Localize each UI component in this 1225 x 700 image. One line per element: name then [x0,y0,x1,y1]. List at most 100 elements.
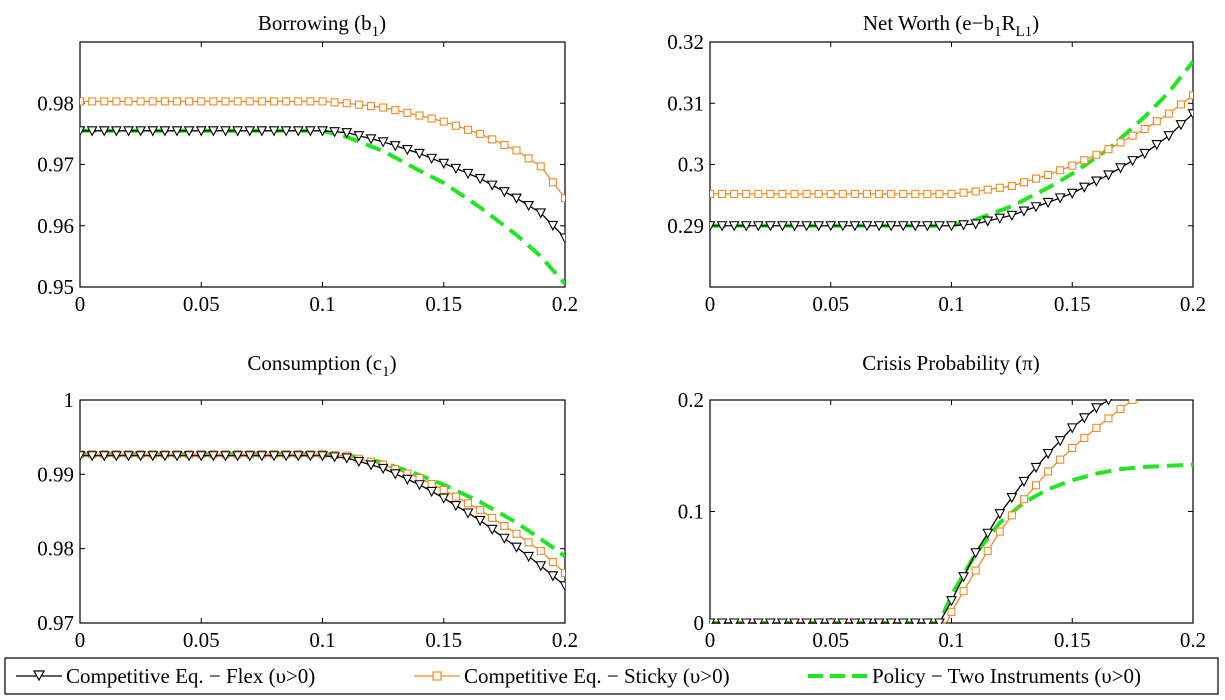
data-point-sticky [330,98,339,107]
data-point-sticky [983,185,992,194]
data-point-sticky [548,178,557,187]
data-point-sticky [1188,91,1193,100]
data-point-flex [317,126,328,137]
data-point-sticky [911,189,920,198]
data-point-flex [171,451,183,462]
data-point-flex [268,451,280,462]
data-point-sticky [1007,181,1016,190]
data-point-flex [897,618,909,624]
data-point-flex [1139,148,1151,160]
data-point-flex [958,572,969,583]
data-point-flex [511,542,522,553]
y-tick-label: 0.98 [37,91,74,115]
x-tick-label: 0.05 [183,628,220,652]
data-point-flex [825,618,837,624]
data-point-flex [764,221,776,232]
panel-net-worth: Net Worth (e−b1RL1) 0 0.05 0.1 0.15 0.2 0.29 0… [667,11,1206,316]
data-point-sticky [1031,481,1041,490]
data-point-sticky [802,189,811,198]
data-point-sticky [294,97,303,106]
data-point-sticky [197,97,206,106]
data-point-sticky [112,97,121,106]
y-tick-label: 0.1 [678,500,704,524]
data-point-sticky [524,538,533,547]
data-point-sticky [536,546,545,555]
data-point-flex [921,618,933,624]
legend-label-flex: Competitive Eq. − Flex (υ>0) [66,664,315,688]
data-point-flex [777,618,788,624]
data-point-flex [897,221,909,232]
data-point-flex [559,233,565,244]
data-point-flex [135,451,147,462]
data-point-sticky [136,97,145,106]
data-point-sticky [512,146,521,155]
data-point-flex [849,618,861,624]
legend-label-sticky: Competitive Eq. − Sticky (υ>0) [464,664,730,688]
data-point-sticky [318,97,327,106]
data-point-sticky [306,97,315,106]
x-tick-label: 0.15 [1054,292,1091,316]
panel-crisis-probability: Crisis Probability (π) 0 0.05 0.1 0.15 0.2 0 0… [678,351,1206,652]
data-point-sticky [1031,174,1041,183]
panel-consumption: Consumption (c1) 0 0.05 0.1 0.15 0.2 0.97 0.98… [37,351,578,652]
data-point-flex [317,451,328,462]
data-point-flex [716,618,728,624]
data-point-flex [389,469,401,480]
data-point-flex [462,168,474,180]
data-point-flex [825,221,837,232]
data-point-sticky [1092,423,1101,432]
x-tick-label: 0.1 [309,628,335,652]
data-point-sticky [923,189,932,198]
legend: Competitive Eq. − Flex (υ>0) Competitive… [4,657,1219,695]
data-point-flex [752,221,764,232]
x-tick-label: 0.05 [812,292,849,316]
data-point-flex [1018,206,1030,217]
data-point-sticky [185,97,194,106]
y-tick-label: 0.96 [37,214,74,238]
data-point-flex [450,501,462,512]
data-point-sticky [1104,414,1113,423]
data-point-flex [220,451,231,462]
data-point-flex [280,451,292,462]
data-point-sticky [1092,150,1101,159]
data-point-sticky [1007,511,1016,520]
data-point-flex [353,131,365,142]
data-point-flex [728,221,740,232]
data-point-flex [207,451,219,462]
data-point-flex [426,486,438,498]
data-point-flex [728,618,740,624]
data-point-flex [934,618,945,624]
data-point-flex [183,451,195,462]
x-tick-label: 0.1 [938,292,964,316]
x-tick-label: 0.2 [1180,628,1206,652]
data-point-sticky [80,97,85,106]
axes-frame [79,41,566,288]
data-point-flex [438,493,450,504]
data-point-sticky [172,97,182,106]
data-point-flex [511,193,522,204]
data-point-flex [474,174,486,185]
data-point-flex [535,561,547,572]
legend-marker-sticky [432,671,442,681]
data-point-sticky [354,100,363,109]
data-point-sticky [451,121,460,130]
x-tick-label: 0.15 [1054,628,1091,652]
data-point-sticky [560,569,565,578]
data-point-flex [232,451,244,462]
data-point-sticky [959,587,968,596]
data-point-sticky [1068,443,1077,452]
data-point-flex [1054,193,1066,204]
data-point-sticky [415,111,424,120]
data-point-flex [486,180,498,191]
data-point-flex [559,581,565,592]
data-point-flex [353,456,365,468]
data-point-sticky [995,527,1004,536]
data-point-flex [1042,448,1054,460]
data-point-flex [535,208,547,219]
data-point-sticky [754,189,763,198]
x-tick-label: 0.1 [938,628,964,652]
data-point-sticky [1128,399,1137,405]
data-point-flex [414,148,425,160]
data-point-sticky [463,125,473,134]
data-point-sticky [1044,170,1053,179]
